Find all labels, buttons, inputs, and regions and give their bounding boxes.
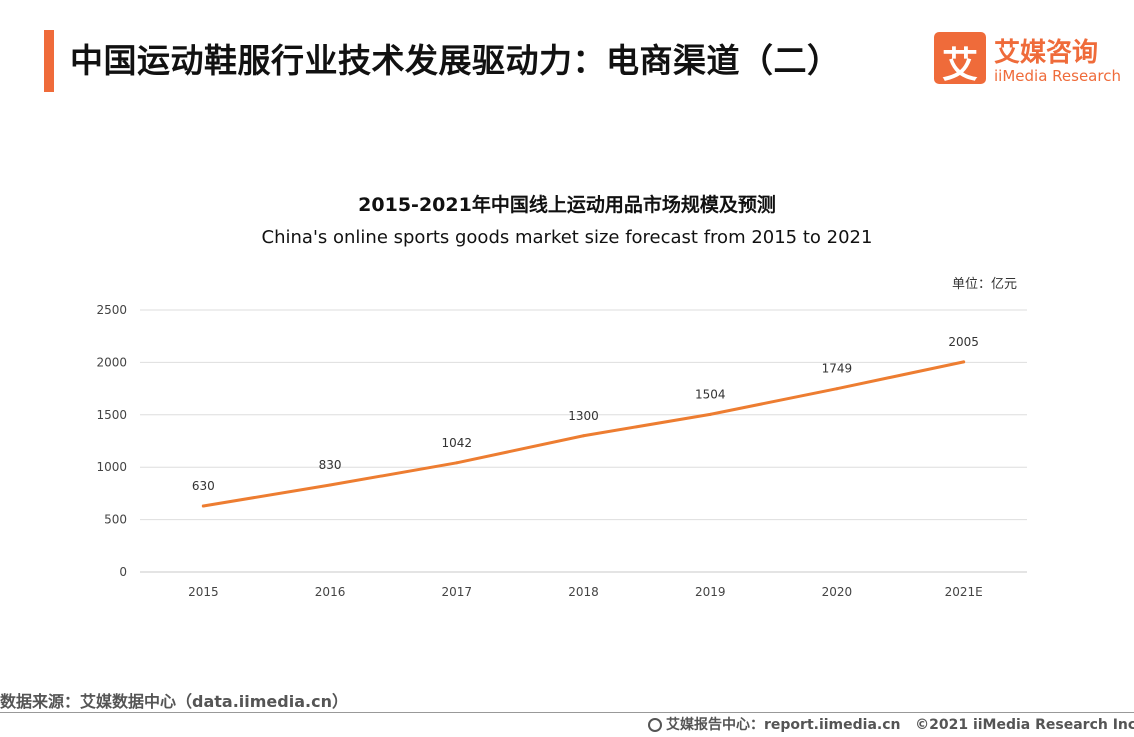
chart-subtitle: China's online sports goods market size … [261, 227, 873, 248]
series-line [201, 360, 966, 508]
x-tick-label: 2021E [945, 585, 983, 599]
y-tick-label: 0 [119, 565, 127, 579]
title-accent-bar [44, 30, 54, 92]
y-tick-label: 500 [104, 513, 127, 527]
logo-name-cn: 艾媒咨询 [994, 38, 1099, 68]
page-title: 中国运动鞋服行业技术发展驱动力：电商渠道（二） [70, 41, 841, 80]
report-center-link[interactable]: 艾媒报告中心：report.iimedia.cn [666, 717, 901, 733]
data-point [328, 483, 332, 487]
logo-name-en: iiMedia Research [994, 67, 1121, 85]
data-label: 1042 [442, 436, 473, 450]
data-label: 2005 [948, 335, 979, 349]
footer-bar: 艾媒报告中心：report.iimedia.cn ©2021 iiMedia R… [648, 714, 1134, 734]
data-label: 830 [319, 458, 342, 472]
data-point [708, 412, 712, 416]
x-tick-label: 2017 [442, 585, 473, 599]
globe-icon [648, 718, 662, 732]
y-tick-label: 2000 [96, 355, 127, 369]
logo-mark-icon: 艾 [934, 32, 986, 86]
x-tick-label: 2015 [188, 585, 219, 599]
unit-label: 单位：亿元 [952, 277, 1018, 292]
data-point [835, 387, 839, 391]
data-label: 1504 [695, 387, 726, 401]
data-label: 1300 [568, 409, 599, 423]
iimedia-logo: 艾 艾媒咨询 iiMedia Research [934, 32, 1124, 88]
y-tick-label: 1000 [96, 460, 127, 474]
footer-divider [0, 712, 1134, 713]
copyright-text: ©2021 iiMedia Research Inc [915, 717, 1134, 733]
x-tick-label: 2019 [695, 585, 726, 599]
data-point [582, 434, 585, 438]
data-label: 1749 [822, 362, 853, 376]
y-tick-label: 2500 [96, 303, 127, 317]
chart-title: 2015-2021年中国线上运动用品市场规模及预测 [358, 194, 776, 216]
x-tick-label: 2018 [568, 585, 599, 599]
logo-mark-glyph: 艾 [941, 45, 978, 86]
data-point [201, 504, 205, 508]
data-source: 数据来源：艾媒数据中心（data.iimedia.cn） [0, 692, 348, 711]
data-point [455, 461, 459, 465]
y-tick-label: 1500 [96, 408, 127, 422]
data-label: 630 [192, 479, 215, 493]
x-tick-label: 2016 [315, 585, 346, 599]
x-tick-label: 2020 [822, 585, 853, 599]
data-point [962, 360, 966, 364]
